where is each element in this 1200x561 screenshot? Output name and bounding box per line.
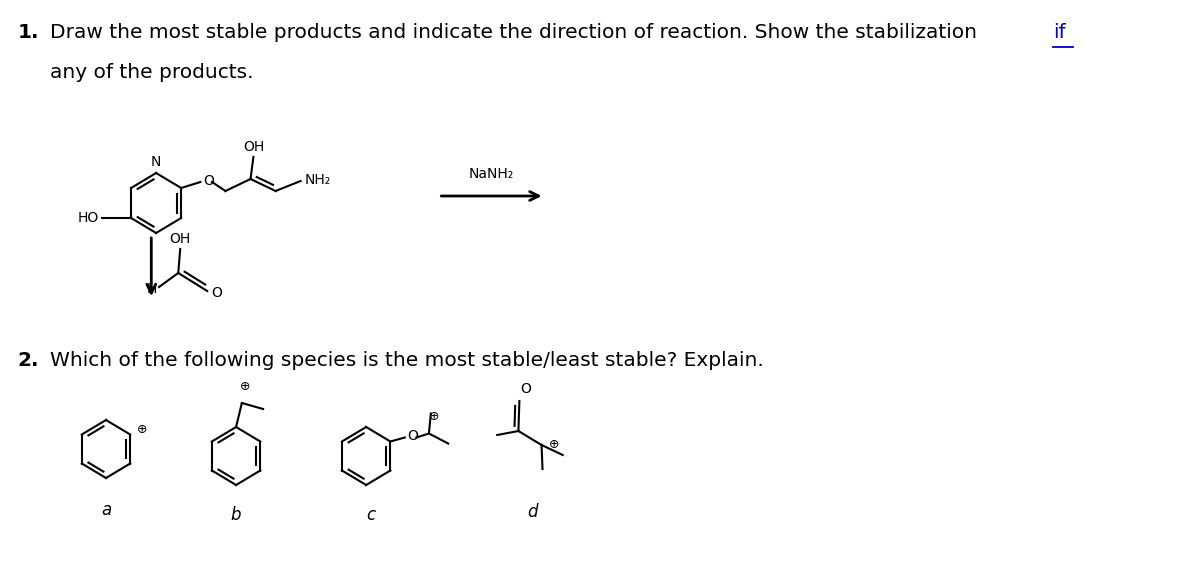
Text: ⊕: ⊕	[240, 380, 250, 393]
Text: if: if	[1054, 23, 1066, 42]
Text: a: a	[101, 501, 112, 519]
Text: OH: OH	[242, 140, 264, 154]
Text: 2.: 2.	[17, 351, 38, 370]
Text: d: d	[528, 503, 538, 521]
Text: N: N	[151, 155, 161, 169]
Text: Which of the following species is the most stable/least stable? Explain.: Which of the following species is the mo…	[50, 351, 764, 370]
Text: O: O	[408, 430, 419, 444]
Text: Draw the most stable products and indicate the direction of reaction. Show the s: Draw the most stable products and indica…	[50, 23, 984, 42]
Text: ⊕: ⊕	[550, 438, 559, 450]
Text: c: c	[366, 506, 376, 524]
Text: 1.: 1.	[17, 23, 38, 42]
Text: O: O	[211, 286, 222, 300]
Text: b: b	[230, 506, 241, 524]
Text: ⊕: ⊕	[137, 423, 148, 436]
Text: HO: HO	[78, 211, 100, 225]
Text: H: H	[146, 282, 157, 296]
Text: ⊕: ⊕	[428, 411, 439, 424]
Text: O: O	[521, 382, 532, 396]
Text: NaNH₂: NaNH₂	[469, 167, 514, 181]
Text: OH: OH	[169, 232, 191, 246]
Text: NH₂: NH₂	[305, 173, 331, 187]
Text: O: O	[203, 174, 214, 188]
Text: any of the products.: any of the products.	[50, 63, 253, 82]
